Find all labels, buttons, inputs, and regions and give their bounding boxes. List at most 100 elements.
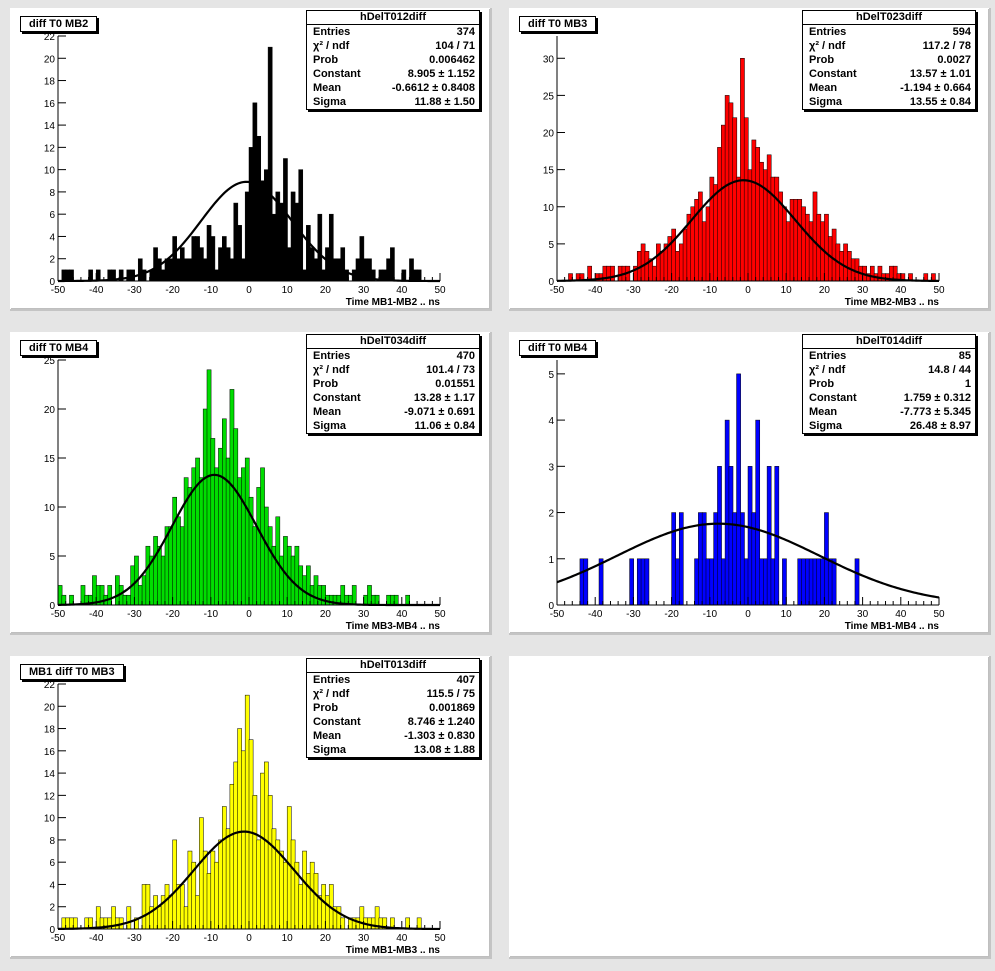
- histogram-bar: [869, 265, 875, 282]
- y-tick-label: 4: [548, 416, 554, 427]
- histogram-bar: [157, 545, 162, 606]
- histogram-bar: [271, 213, 277, 282]
- x-tick-label: 0: [745, 285, 751, 296]
- histogram-bar: [222, 236, 227, 282]
- histogram-bar: [195, 236, 200, 282]
- histogram-bar: [157, 906, 162, 930]
- y-tick-label: 18: [44, 77, 56, 88]
- stats-row: χ² / ndf 115.5 / 75: [313, 688, 475, 700]
- histogram-bar: [153, 536, 158, 606]
- x-tick-label: 40: [895, 285, 907, 296]
- y-tick-label: 20: [44, 54, 56, 65]
- histogram-bar: [713, 512, 718, 606]
- histogram-bar: [172, 496, 177, 606]
- x-tick-label: -20: [165, 285, 180, 296]
- histogram-bar: [808, 221, 814, 282]
- y-tick-label: 10: [44, 166, 56, 177]
- x-tick-label: 20: [320, 285, 332, 296]
- histogram-bar: [187, 850, 193, 930]
- x-tick-label: -30: [626, 285, 641, 296]
- x-tick-label: 50: [933, 609, 945, 620]
- histogram-5: -50 -40 -30 -20 -10 0 10 20 30 40 50 0 2 4 6 8 10 12 14 16 1…: [44, 680, 446, 956]
- stats-row: Sigma 11.06 ± 0.84: [313, 420, 475, 432]
- stats-row: Entries 594: [809, 26, 971, 38]
- y-tick-label: 22: [44, 680, 56, 691]
- histogram-bar: [805, 213, 810, 282]
- y-tick-label: 20: [44, 405, 56, 416]
- stats-row: Prob 1: [809, 378, 971, 390]
- stats-row: Constant 13.57 ± 1.01: [809, 68, 971, 80]
- histogram-bar: [57, 585, 63, 606]
- histogram-bar: [816, 558, 822, 606]
- histogram-bar: [640, 558, 646, 606]
- x-tick-label: 50: [933, 285, 945, 296]
- stats-box: hDelT014diff Entries 85 χ² / ndf 14.8 / 44…: [802, 334, 976, 434]
- histogram-bar: [153, 895, 158, 930]
- histogram-bar: [598, 558, 604, 606]
- x-tick-label: 10: [781, 285, 793, 296]
- histogram-bar: [306, 225, 311, 282]
- histogram-bar: [302, 269, 307, 282]
- stats-row: Entries 85: [809, 350, 971, 362]
- y-tick-label: 16: [44, 747, 56, 758]
- histogram-bar: [678, 243, 684, 282]
- histogram-bar: [736, 176, 741, 282]
- histogram-bar: [583, 558, 589, 606]
- stats-row: Sigma 13.08 ± 1.88: [313, 744, 475, 756]
- histogram-bar: [671, 228, 676, 282]
- histogram-bar: [199, 477, 204, 606]
- histogram-bar: [636, 558, 642, 606]
- histogram-bar: [218, 447, 223, 606]
- histogram-bar: [88, 269, 93, 282]
- histogram-bar: [847, 251, 852, 282]
- x-tick-label: 40: [396, 933, 408, 944]
- histogram-bar: [313, 575, 319, 606]
- histogram-bar: [306, 873, 311, 930]
- x-tick-label: -10: [204, 933, 219, 944]
- gaussian-fit-line: [57, 830, 441, 931]
- histogram-bar: [279, 555, 284, 606]
- histogram-bar: [728, 466, 734, 606]
- histogram-bar: [145, 545, 151, 606]
- histogram-bar: [332, 258, 338, 282]
- histogram-bar: [698, 512, 703, 606]
- histogram-bar: [386, 258, 391, 282]
- pad-title: diff T0 MB4: [20, 340, 98, 356]
- histogram-name: hDelT014diff: [803, 335, 975, 349]
- histogram-bar: [755, 419, 761, 606]
- pad-title: diff T0 MB4: [519, 340, 597, 356]
- histogram-bar: [244, 191, 250, 282]
- x-axis-label: Time MB1-MB3 .. ns: [346, 945, 441, 956]
- histogram-bar: [298, 565, 304, 606]
- histogram-bar: [340, 585, 346, 606]
- histogram-bar: [774, 176, 780, 282]
- x-tick-label: -40: [588, 285, 603, 296]
- x-tick-label: 20: [320, 933, 332, 944]
- histogram-bar: [831, 558, 837, 606]
- y-tick-label: 10: [44, 503, 56, 514]
- x-tick-label: -20: [165, 609, 180, 620]
- histogram-bar: [286, 247, 292, 282]
- x-tick-label: -40: [89, 609, 104, 620]
- histogram-bar: [717, 147, 722, 282]
- histogram-bar: [682, 228, 688, 282]
- histogram-bar: [241, 258, 246, 282]
- histogram-bar: [225, 247, 231, 282]
- histogram-bar: [747, 466, 753, 606]
- histogram-bar: [793, 199, 799, 282]
- histogram-bar: [294, 202, 300, 282]
- histogram-bar: [214, 467, 219, 606]
- stats-row: Entries 374: [313, 26, 475, 38]
- histogram-bar: [789, 199, 795, 282]
- y-tick-label: 5: [49, 552, 55, 563]
- histogram-bar: [222, 418, 227, 606]
- x-tick-label: -40: [89, 285, 104, 296]
- x-tick-label: -40: [588, 609, 603, 620]
- histogram-bar: [705, 206, 711, 282]
- histogram-bar: [179, 247, 185, 282]
- histogram-bar: [80, 585, 86, 606]
- histogram-bar: [732, 117, 738, 282]
- y-tick-label: 15: [44, 454, 56, 465]
- histogram-bar: [248, 739, 254, 930]
- stats-row: Prob 0.0027: [809, 54, 971, 66]
